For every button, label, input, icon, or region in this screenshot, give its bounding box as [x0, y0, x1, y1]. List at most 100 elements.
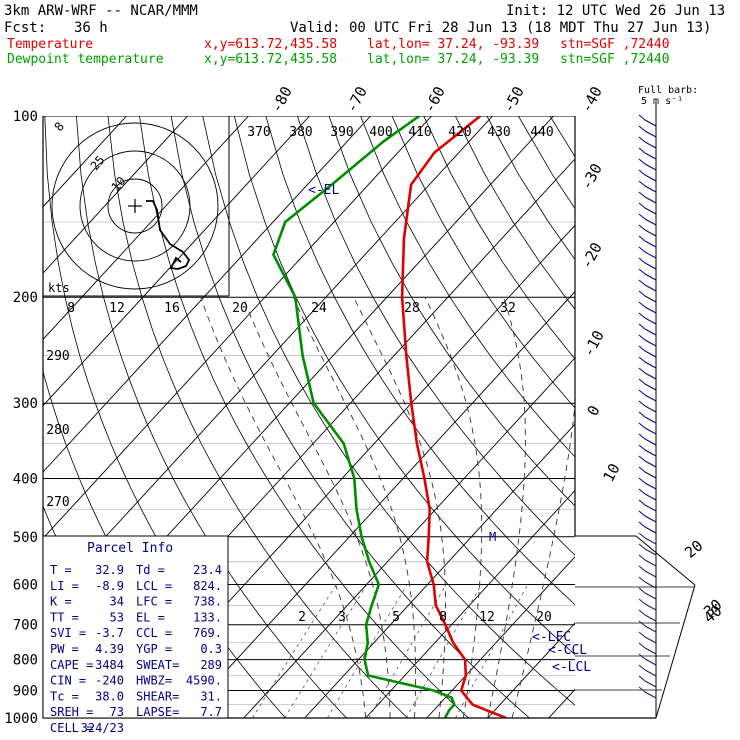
parcel-info-box	[42, 535, 229, 719]
legend-dewpoint-xy: x,y=613.72,435.58	[204, 52, 338, 67]
parcel-info-label: CAPE =	[50, 658, 93, 672]
legend-dewpoint-name: Dewpoint temperature	[7, 52, 164, 67]
mixing-ratio-tick-label: 12	[109, 301, 125, 316]
isotherm-line	[426, 556, 575, 718]
parcel-info-value: 289	[200, 658, 222, 672]
wind-barb	[644, 251, 657, 259]
dry-adiabat-line	[613, 116, 740, 718]
dry-adiabat-line	[486, 116, 575, 261]
isotherm-line	[43, 116, 432, 539]
hodograph-ring-label: 25	[88, 153, 108, 173]
parcel-level-marker: <-CCL	[548, 643, 587, 658]
mixing-ratio-tick-label: 24	[311, 301, 327, 316]
wind-barb	[638, 653, 646, 660]
wind-barb	[644, 669, 657, 677]
wind-barb	[644, 174, 657, 182]
parcel-info-label: Td =	[136, 563, 165, 577]
wind-barb	[638, 158, 646, 165]
parcel-info-label: T =	[50, 563, 72, 577]
isotherm-tick-label: -20	[577, 239, 606, 271]
mixing-ratio-tick-label: 3	[338, 610, 346, 625]
dry-adiabat-line	[170, 116, 530, 718]
wind-barb	[644, 427, 657, 435]
parcel-info-label: PW =	[50, 642, 79, 656]
wind-barb	[638, 455, 646, 462]
legend-dewpoint-latlon: lat,lon= 37.24, -93.39	[367, 52, 540, 67]
wind-barb	[644, 273, 657, 281]
wind-barb	[638, 400, 646, 407]
isotherm-line	[487, 622, 575, 718]
wind-barb	[638, 345, 646, 352]
dry-adiabat-line	[582, 116, 740, 718]
isotherm-line	[43, 116, 188, 274]
mixing-ratio-line	[405, 584, 482, 718]
moist-adiabat-line	[424, 297, 483, 718]
isotherm-line	[43, 116, 493, 606]
parcel-info-value: 4.39	[95, 642, 124, 656]
hodograph-trace	[146, 200, 191, 270]
model-title: 3km ARW-WRF -- NCAR/MMM	[4, 3, 198, 19]
moist-adiabat-line	[487, 297, 526, 718]
dry-adiabat-tick-label: 390	[330, 125, 353, 140]
mixing-ratio-tick-label: 16	[164, 301, 180, 316]
wind-barb	[638, 356, 646, 363]
wind-barb	[638, 125, 646, 132]
dry-adiabat-tick-label: 440	[530, 125, 553, 140]
mixing-ratio-tick-label: 12	[479, 610, 495, 625]
pressure-tick-label: 1000	[4, 711, 38, 727]
pressure-tick-label: 800	[13, 653, 38, 669]
parcel-info-panel: Parcel Info T = 32.9 Td = 23.4 LI = -8.9 LCL = 8…	[42, 535, 229, 735]
wind-barb	[638, 312, 646, 319]
wind-barb-caption: Full barb:	[638, 85, 698, 96]
wind-barb	[638, 521, 646, 528]
parcel-info-label: YGP =	[136, 642, 172, 656]
dry-adiabat-tick-label: 420	[448, 125, 471, 140]
parcel-info-label: EL =	[136, 610, 165, 624]
moist-adiabat-line	[353, 297, 447, 718]
legend-temperature-latlon: lat,lon= 37.24, -93.39	[367, 37, 540, 52]
mixing-ratio-line	[455, 584, 529, 718]
hodograph-ring	[107, 178, 163, 234]
pressure-tick-label: 200	[13, 290, 38, 306]
parcel-info-value: 73	[110, 705, 124, 719]
dry-adiabat-line	[676, 116, 740, 718]
wind-barb	[644, 493, 657, 501]
parcel-info-label: SHEAR=	[136, 689, 179, 703]
wind-barb	[638, 180, 646, 187]
wind-barb	[644, 658, 657, 666]
parcel-info-value: -3.7	[95, 626, 124, 640]
wind-barb	[638, 411, 646, 418]
parcel-info-label: LCL =	[136, 579, 172, 593]
hodograph-ring-label: 8	[52, 119, 67, 134]
wind-barb	[638, 642, 646, 649]
parcel-info-label: CCL =	[136, 626, 172, 640]
legend-dewpoint-station: stn=SGF ,72440	[560, 52, 670, 67]
moist-adiabat-line	[511, 400, 575, 718]
wind-barb	[644, 405, 657, 413]
mixing-ratio-tick-label: 8	[67, 301, 75, 316]
isotherm-tick-label: 20	[681, 536, 706, 561]
parcel-level-marker: <-LFC	[532, 630, 571, 645]
parcel-level-marker: <-EL	[308, 183, 339, 198]
moist-adiabat-line	[200, 297, 367, 718]
isotherm-tick-label: -40	[577, 83, 606, 115]
wind-barb	[644, 317, 657, 325]
isotherm-tick-label: -60	[420, 83, 449, 115]
dry-adiabat-line	[265, 116, 575, 606]
dry-adiabat-line	[708, 116, 740, 718]
parcel-info-label: Tc =	[50, 689, 79, 703]
wind-barb	[638, 257, 646, 264]
wind-barb	[644, 229, 657, 237]
wind-barb	[638, 279, 646, 286]
wind-barb	[638, 224, 646, 231]
legend-temperature-name: Temperature	[7, 37, 94, 52]
wind-barb	[638, 664, 646, 671]
wind-barb	[638, 235, 646, 242]
dry-adiabat-tick-label: 280	[46, 423, 69, 438]
wind-barb	[644, 350, 657, 358]
mixing-ratio-line	[284, 584, 368, 718]
pressure-tick-label: 300	[13, 396, 38, 412]
hodograph-units-label: kts	[48, 281, 70, 295]
pressure-tick-label: 500	[13, 530, 38, 546]
